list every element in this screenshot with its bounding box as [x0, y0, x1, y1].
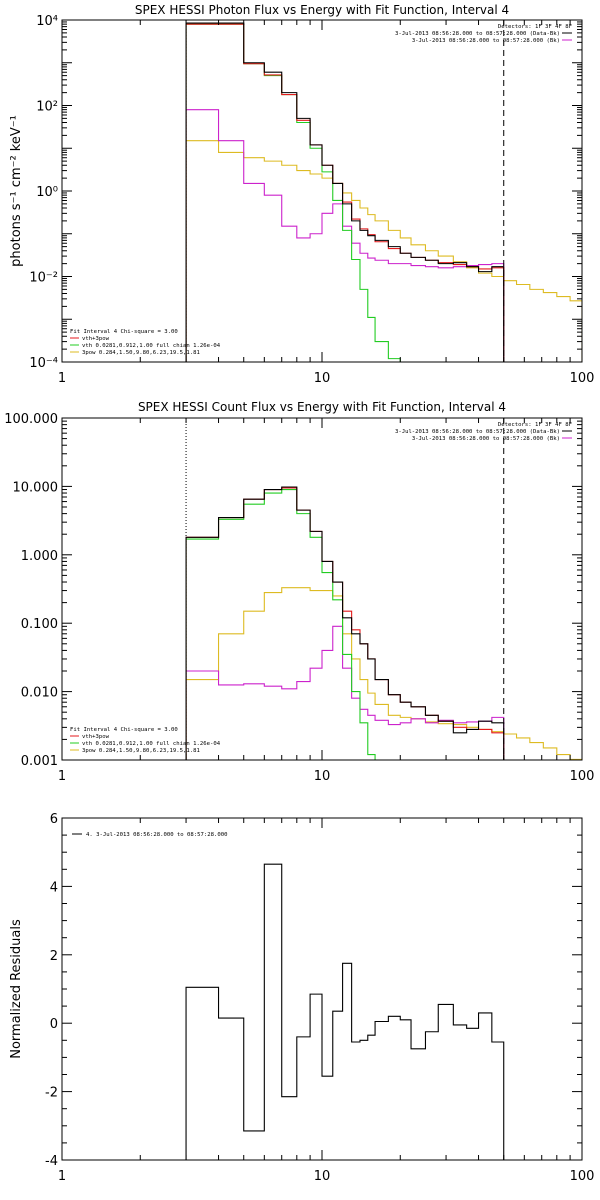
legend-entry: 4. 3-Jul-2013 08:56:28.000 to 08:57:28.0…	[86, 832, 227, 838]
chart-title: SPEX HESSI Count Flux vs Energy with Fit…	[138, 400, 506, 414]
legend-entry: vth+3pow	[82, 336, 110, 342]
legend-entry: Fit Interval 4 Chi-square = 3.00	[70, 329, 178, 335]
series-group	[185, 863, 505, 1160]
legend-entry: 3pow 0.284,1.50,9.80,6.23,19.5,1.81	[82, 350, 200, 356]
y-tick-label: 1.000	[21, 549, 58, 564]
legend-entry: 3-Jul-2013 08:56:28.000 to 08:57:28.000 …	[395, 429, 560, 435]
chart-panel-1: 1 10 100 10⁻⁴ 10⁻² 10⁰ 10² 10⁴ SPEX HESSI Photon…	[9, 3, 594, 386]
y-tick-label: 100.000	[4, 412, 58, 427]
legend-entry: 3pow 0.284,1.50,9.80,6.23,19.5,1.81	[82, 748, 200, 754]
series-line-vth-3pow	[185, 487, 505, 760]
x-tick-label: 100	[570, 1169, 595, 1184]
y-tick-label: 10⁻⁴	[29, 356, 58, 371]
chart-title: SPEX HESSI Photon Flux vs Energy with Fi…	[135, 3, 509, 17]
legend-entry: 3-Jul-2013 08:56:28.000 to 08:57:28.000 …	[412, 436, 560, 442]
y-tick-label: 6	[50, 812, 58, 827]
y-axis-label: photons s⁻¹ cm⁻² keV⁻¹	[9, 115, 24, 267]
legend-entry: Fit Interval 4 Chi-square = 3.00	[70, 727, 178, 733]
series-line-vth	[185, 23, 412, 362]
legend-entry: vth 0.0281,0.912,1.00 full chian 1.26e-0…	[82, 741, 221, 747]
x-tick-label: 10	[314, 1169, 331, 1184]
y-tick-label: 4	[50, 880, 58, 895]
y-tick-label: 10.000	[13, 480, 59, 495]
y-tick-label: 0.010	[21, 686, 58, 701]
y-tick-label: 10⁰	[36, 185, 58, 200]
x-tick-label: 1	[58, 1169, 66, 1184]
series-line-3pow	[185, 140, 582, 362]
series-line-data-bk	[185, 22, 505, 362]
series-group	[185, 22, 582, 362]
x-tick-label: 10	[314, 769, 331, 784]
x-tick-label: 1	[58, 371, 66, 386]
chart-panel-3: 1 10 100 -4 -2 0 2 4 6 Normalized Residuals 4. 3-J…	[9, 812, 594, 1184]
legend-entry: 3-Jul-2013 08:56:28.000 to 08:57:28.000 …	[395, 31, 560, 37]
y-tick-label: 2	[50, 949, 58, 964]
y-tick-label: 10⁻²	[29, 271, 58, 286]
x-tick-label: 10	[314, 371, 331, 386]
legend-entry: vth+3pow	[82, 734, 110, 740]
legend-entry: 3-Jul-2013 08:56:28.000 to 08:57:28.000 …	[412, 38, 560, 44]
series-line-4-3-jul-2013-08-56-28-000-to-08-57-28-000	[185, 863, 505, 1160]
y-tick-label: -2	[45, 1086, 58, 1101]
y-tick-label: 0.001	[21, 754, 58, 769]
series-line-bk	[185, 625, 505, 760]
x-tick-label: 100	[570, 769, 595, 784]
y-tick-label: -4	[45, 1154, 58, 1169]
chart-panel-2: 1 10 100 0.001 0.010 0.100 1.000 10.000 100.000 S…	[4, 400, 594, 784]
legend-entry: Detectors: 1F 3F 4F 8F	[498, 422, 573, 428]
legend-entry: Detectors: 1F 3F 4F 8F	[498, 24, 573, 30]
series-line-data-bk	[185, 486, 505, 760]
series-group	[185, 486, 582, 760]
series-line-bk	[185, 109, 505, 362]
x-tick-label: 1	[58, 769, 66, 784]
y-tick-label: 10²	[36, 100, 58, 115]
y-tick-label: 10⁴	[36, 14, 58, 29]
x-tick-label: 100	[570, 371, 595, 386]
series-line-3pow	[185, 587, 582, 760]
y-tick-label: 0.100	[21, 617, 58, 632]
y-axis-label: Normalized Residuals	[9, 919, 24, 1059]
y-tick-label: 0	[50, 1017, 58, 1032]
legend-entry: vth 0.0281,0.912,1.00 full chian 1.26e-0…	[82, 343, 221, 349]
series-line-vth	[185, 488, 376, 760]
